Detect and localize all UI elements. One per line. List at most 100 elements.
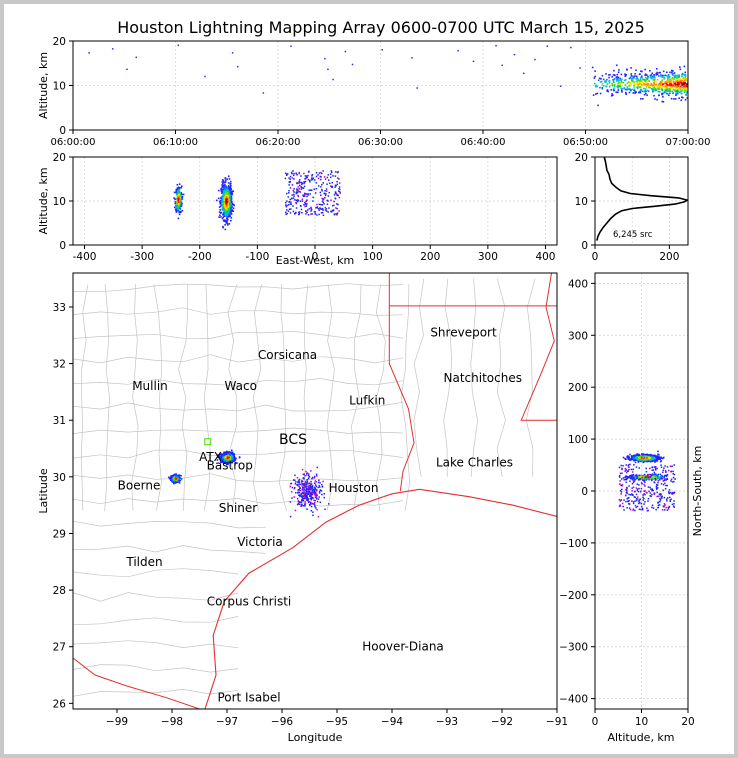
source-point bbox=[173, 479, 175, 482]
source-point bbox=[321, 211, 324, 214]
tick-label: −100 bbox=[559, 538, 588, 550]
source-point bbox=[231, 202, 234, 205]
source-point bbox=[652, 489, 654, 492]
source-point bbox=[612, 79, 615, 82]
source-point bbox=[659, 499, 662, 501]
source-point bbox=[316, 203, 318, 206]
source-point bbox=[653, 492, 656, 495]
source-point bbox=[669, 491, 672, 494]
source-point bbox=[228, 451, 230, 453]
source-point bbox=[314, 487, 316, 490]
source-point bbox=[668, 79, 670, 82]
source-point bbox=[649, 492, 652, 494]
tick-label: −400 bbox=[559, 694, 588, 706]
source-point bbox=[312, 488, 314, 491]
source-point bbox=[225, 460, 227, 463]
tick-label: 06:00:00 bbox=[51, 137, 96, 148]
source-point bbox=[638, 82, 640, 84]
source-point bbox=[656, 460, 659, 462]
source-point bbox=[676, 84, 679, 87]
source-point bbox=[594, 75, 596, 78]
source-point bbox=[630, 73, 633, 75]
source-point bbox=[655, 477, 657, 479]
source-point bbox=[218, 206, 221, 208]
source-point bbox=[230, 199, 232, 202]
source-point bbox=[669, 71, 671, 74]
source-point bbox=[647, 509, 649, 512]
county-line bbox=[73, 592, 239, 602]
source-point bbox=[221, 184, 223, 186]
source-point bbox=[228, 186, 231, 189]
source-point bbox=[632, 502, 635, 505]
source-point bbox=[657, 455, 660, 458]
source-point bbox=[667, 90, 669, 92]
source-point bbox=[644, 454, 646, 456]
source-point bbox=[303, 185, 306, 188]
source-point bbox=[172, 481, 175, 483]
source-point bbox=[633, 496, 636, 498]
source-point bbox=[303, 493, 305, 495]
source-point bbox=[653, 471, 656, 474]
source-point bbox=[673, 473, 676, 476]
source-point bbox=[612, 78, 614, 81]
source-point bbox=[677, 87, 680, 90]
source-point bbox=[659, 71, 661, 74]
source-point bbox=[292, 174, 295, 177]
source-point bbox=[634, 73, 636, 75]
source-point bbox=[228, 207, 230, 210]
source-point bbox=[683, 73, 685, 76]
xlabel-plan-view: Longitude bbox=[288, 731, 343, 744]
tick-label: 31 bbox=[53, 415, 66, 427]
source-point bbox=[666, 509, 669, 511]
county-line bbox=[80, 284, 89, 511]
source-point bbox=[288, 177, 290, 179]
source-point bbox=[670, 80, 672, 83]
source-point bbox=[294, 483, 297, 485]
source-point bbox=[234, 461, 237, 464]
source-point bbox=[647, 86, 650, 89]
source-point bbox=[613, 69, 615, 72]
source-point bbox=[330, 185, 332, 187]
source-point bbox=[300, 185, 302, 188]
source-point bbox=[656, 71, 659, 74]
source-point bbox=[311, 174, 314, 176]
source-point bbox=[673, 98, 675, 100]
source-point bbox=[225, 210, 228, 212]
source-point bbox=[178, 476, 180, 479]
source-point bbox=[234, 459, 236, 461]
source-point bbox=[291, 486, 294, 489]
xlabel-north-south: Altitude, km bbox=[607, 731, 674, 744]
source-point bbox=[296, 497, 299, 500]
source-point bbox=[628, 85, 631, 87]
source-point bbox=[223, 215, 226, 217]
source-point bbox=[658, 493, 661, 496]
source-point bbox=[644, 73, 647, 75]
source-point bbox=[176, 481, 179, 483]
source-point bbox=[665, 506, 667, 509]
source-point bbox=[627, 464, 630, 466]
source-point bbox=[666, 79, 668, 82]
source-point bbox=[178, 193, 180, 196]
source-point bbox=[673, 480, 675, 483]
source-point bbox=[308, 473, 310, 475]
source-point bbox=[627, 503, 630, 505]
source-point bbox=[661, 478, 664, 480]
source-point bbox=[618, 69, 620, 71]
source-point bbox=[332, 175, 334, 177]
source-point bbox=[223, 455, 225, 458]
tick-label: 32 bbox=[53, 359, 66, 371]
source-point bbox=[660, 494, 662, 496]
source-point bbox=[620, 493, 622, 495]
source-point bbox=[626, 498, 628, 500]
source-point bbox=[670, 470, 673, 473]
source-point bbox=[652, 79, 654, 81]
source-point bbox=[310, 210, 312, 212]
source-point bbox=[222, 209, 225, 211]
source-point bbox=[650, 460, 653, 463]
source-point bbox=[685, 94, 687, 96]
source-point bbox=[316, 498, 318, 500]
source-point bbox=[303, 182, 305, 185]
source-point bbox=[653, 457, 656, 460]
source-point bbox=[638, 73, 641, 76]
